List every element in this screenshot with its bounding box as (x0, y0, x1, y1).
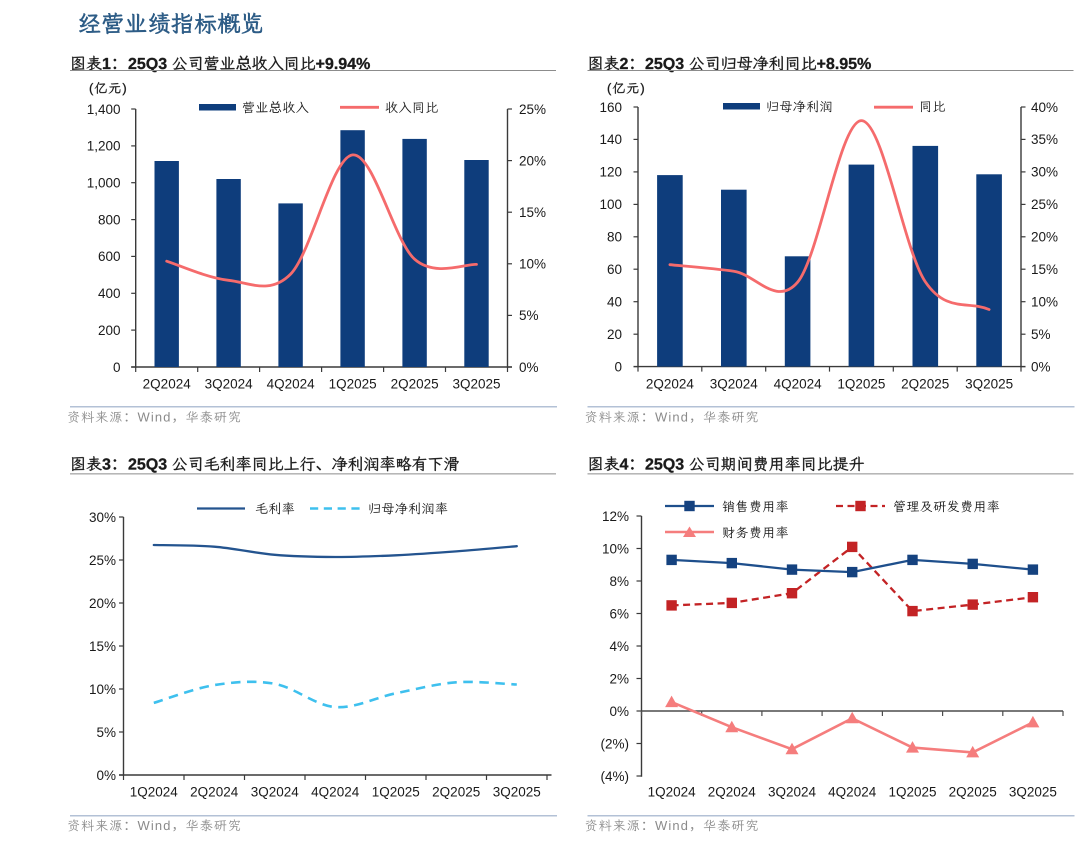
svg-text:2Q2024: 2Q2024 (190, 785, 239, 800)
svg-text:40: 40 (607, 295, 622, 310)
svg-text:30%: 30% (1031, 165, 1058, 180)
svg-text:20%: 20% (1031, 230, 1058, 245)
svg-text:15%: 15% (1031, 262, 1058, 277)
svg-text:3Q2025: 3Q2025 (965, 377, 1013, 392)
svg-text:80: 80 (607, 230, 622, 245)
svg-text:15%: 15% (519, 205, 546, 220)
svg-text:4Q2024: 4Q2024 (311, 785, 360, 800)
svg-text:1Q2025: 1Q2025 (329, 377, 377, 392)
svg-text:160: 160 (599, 100, 622, 115)
svg-text:20%: 20% (89, 596, 116, 611)
svg-text:40%: 40% (1031, 100, 1058, 115)
svg-text:600: 600 (98, 249, 121, 264)
svg-text:(4%): (4%) (600, 769, 629, 784)
svg-text:0%: 0% (96, 768, 116, 783)
svg-text:8%: 8% (609, 574, 629, 589)
svg-text:6%: 6% (609, 606, 629, 621)
svg-text:3Q2024: 3Q2024 (205, 377, 254, 392)
svg-text:20%: 20% (519, 153, 546, 168)
svg-text:4%: 4% (609, 639, 629, 654)
svg-text:0: 0 (614, 359, 622, 374)
svg-text:400: 400 (98, 286, 121, 301)
svg-text:1,200: 1,200 (87, 139, 121, 154)
svg-text:20: 20 (607, 327, 622, 342)
svg-text:15%: 15% (89, 639, 116, 654)
svg-text:0%: 0% (519, 360, 539, 375)
svg-text:1Q2024: 1Q2024 (648, 785, 697, 800)
svg-text:12%: 12% (602, 509, 629, 524)
svg-text:100: 100 (599, 197, 622, 212)
svg-text:10%: 10% (1031, 295, 1058, 310)
svg-text:1,400: 1,400 (87, 102, 121, 117)
svg-text:1Q2024: 1Q2024 (130, 785, 179, 800)
svg-text:200: 200 (98, 323, 121, 338)
svg-text:3Q2025: 3Q2025 (452, 377, 500, 392)
svg-text:2Q2024: 2Q2024 (708, 785, 757, 800)
svg-text:2Q2024: 2Q2024 (143, 377, 192, 392)
svg-text:2Q2025: 2Q2025 (391, 377, 439, 392)
svg-text:30%: 30% (89, 510, 116, 525)
svg-text:140: 140 (599, 132, 622, 147)
svg-text:0%: 0% (1031, 359, 1051, 374)
svg-text:25%: 25% (89, 553, 116, 568)
svg-text:2Q2025: 2Q2025 (901, 377, 949, 392)
svg-text:10%: 10% (519, 257, 546, 272)
svg-text:1Q2025: 1Q2025 (837, 377, 885, 392)
svg-text:5%: 5% (1031, 327, 1051, 342)
svg-text:2%: 2% (609, 671, 629, 686)
svg-text:10%: 10% (89, 682, 116, 697)
svg-text:1Q2025: 1Q2025 (372, 785, 420, 800)
svg-text:4Q2024: 4Q2024 (267, 377, 316, 392)
svg-text:120: 120 (599, 165, 622, 180)
svg-text:25%: 25% (519, 102, 546, 117)
svg-text:0: 0 (113, 360, 121, 375)
svg-text:10%: 10% (602, 541, 629, 556)
svg-text:3Q2025: 3Q2025 (493, 785, 541, 800)
svg-text:5%: 5% (519, 308, 539, 323)
svg-text:800: 800 (98, 212, 121, 227)
svg-text:1Q2025: 1Q2025 (888, 785, 936, 800)
svg-text:4Q2024: 4Q2024 (774, 377, 823, 392)
svg-text:3Q2024: 3Q2024 (710, 377, 759, 392)
svg-text:5%: 5% (96, 725, 116, 740)
svg-text:4Q2024: 4Q2024 (828, 785, 877, 800)
svg-text:60: 60 (607, 262, 622, 277)
svg-text:2Q2025: 2Q2025 (432, 785, 480, 800)
svg-text:3Q2024: 3Q2024 (251, 785, 300, 800)
svg-text:3Q2025: 3Q2025 (1009, 785, 1057, 800)
svg-text:(2%): (2%) (600, 736, 629, 751)
svg-text:3Q2024: 3Q2024 (768, 785, 817, 800)
svg-text:0%: 0% (609, 704, 629, 719)
svg-text:35%: 35% (1031, 132, 1058, 147)
svg-text:1,000: 1,000 (87, 176, 121, 191)
svg-text:2Q2024: 2Q2024 (646, 377, 695, 392)
svg-text:25%: 25% (1031, 197, 1058, 212)
svg-text:2Q2025: 2Q2025 (949, 785, 997, 800)
